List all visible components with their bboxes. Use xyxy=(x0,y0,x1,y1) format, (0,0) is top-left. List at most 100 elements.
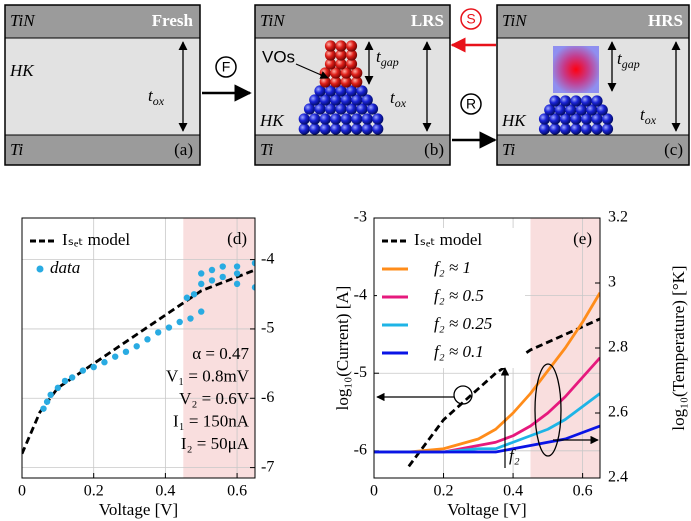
x-tick-label: 0.6 xyxy=(573,483,593,500)
metal-atom xyxy=(560,95,571,106)
subscript: ox xyxy=(153,94,165,108)
y2-tick-label: 2.8 xyxy=(608,339,628,356)
legend-marker xyxy=(37,266,44,273)
legend-label: Iₛₑₜ model xyxy=(414,230,482,249)
layer-label: TiN xyxy=(10,11,36,30)
data-point xyxy=(80,367,86,373)
y-axis-label: log₁₀(Current) [A] xyxy=(333,286,352,411)
data-point xyxy=(198,281,204,287)
layer-label: Ti xyxy=(260,140,274,159)
legend-label: Iₛₑₜ model xyxy=(62,230,130,249)
data-point xyxy=(220,274,226,280)
metal-atom xyxy=(299,113,310,124)
panel-b: TiN LRS VOs tgap tox HK Ti (b) xyxy=(255,5,450,165)
subscript: ox xyxy=(395,96,407,110)
state-label: Fresh xyxy=(152,11,194,30)
metal-atom xyxy=(591,123,602,134)
data-point xyxy=(234,263,240,269)
metal-atom xyxy=(341,113,352,124)
metal-atom xyxy=(299,123,310,134)
y-tick-label: -3 xyxy=(354,209,367,226)
panel-tag: (b) xyxy=(424,140,444,159)
legend-label: f₂ ≈ 0.1 xyxy=(434,342,484,361)
metal-atom xyxy=(362,113,373,124)
annotation: f₂ xyxy=(509,446,520,465)
panel-c: TiN HRS tgap tox HK Ti (c) xyxy=(497,5,689,165)
data-point xyxy=(101,359,107,365)
panel-tag: (e) xyxy=(573,229,592,248)
metal-atom xyxy=(570,123,581,134)
metal-atom xyxy=(320,123,331,134)
transition-label: R xyxy=(466,96,476,112)
y-tick-label: -5 xyxy=(261,320,274,337)
y2-tick-label: 2.4 xyxy=(608,469,628,486)
data-point xyxy=(123,349,129,355)
y-tick-label: -4 xyxy=(261,250,274,267)
data-point xyxy=(209,277,215,283)
x-tick-label: 0.4 xyxy=(503,483,523,500)
ti-layer xyxy=(5,135,200,165)
metal-atom xyxy=(341,123,352,134)
data-point xyxy=(198,308,204,314)
y2-tick-label: 3 xyxy=(608,274,616,291)
y-tick-label: -4 xyxy=(354,286,367,303)
subscript: gap xyxy=(622,57,640,71)
charts: 00.20.40.6-7-6-5-4Iₛₑₜ modeldata(d)Volta… xyxy=(18,209,688,519)
panel-tag: (a) xyxy=(174,140,193,159)
layer-label: HK xyxy=(9,61,35,80)
y-tick-label: -6 xyxy=(261,389,274,406)
subscript: gap xyxy=(381,55,399,69)
annotation: α = 0.47 xyxy=(192,344,249,363)
data-point xyxy=(55,385,61,391)
x-tick-label: 0 xyxy=(18,483,26,500)
panel-tag: (d) xyxy=(227,229,247,248)
chart: 00.20.40.6-7-6-5-4Iₛₑₜ modeldata(d)Volta… xyxy=(18,218,274,519)
legend-label: f₂ ≈ 1 xyxy=(434,258,471,277)
metal-atom xyxy=(320,113,331,124)
state-label: HRS xyxy=(648,11,683,30)
oxygen-vacancy xyxy=(325,40,336,51)
data-point xyxy=(134,343,140,349)
panel-tag: (c) xyxy=(664,140,683,159)
x-axis-label: Voltage [V] xyxy=(99,500,178,519)
metal-atom xyxy=(372,123,383,134)
data-point xyxy=(62,378,68,384)
y2-axis-label: log₁₀(Temperature) [°K] xyxy=(669,265,688,430)
metal-atom xyxy=(602,123,613,134)
chart: 00.20.40.6-6-5-4-32.42.62.833.2Iₛₑₜ mode… xyxy=(333,209,688,519)
x-tick-label: 0 xyxy=(370,483,378,500)
metal-atom xyxy=(560,123,571,134)
metal-atom xyxy=(549,123,560,134)
state-label: LRS xyxy=(411,11,444,30)
layer-label: Ti xyxy=(502,140,516,159)
transition-label: F xyxy=(222,59,231,75)
data-point xyxy=(144,336,150,342)
data-point xyxy=(69,374,75,380)
data-point xyxy=(155,329,161,335)
annotation: I₂ = 50μA xyxy=(181,434,250,453)
data-point xyxy=(220,263,226,269)
data-point xyxy=(90,364,96,370)
x-tick-label: 0.4 xyxy=(155,483,175,500)
x-axis-label: Voltage [V] xyxy=(447,500,526,519)
metal-atom xyxy=(351,123,362,134)
data-point xyxy=(44,399,50,405)
data-point xyxy=(209,267,215,273)
transition-label: S xyxy=(466,11,475,27)
hk-layer xyxy=(5,38,200,135)
data-point xyxy=(166,324,172,330)
oxygen-vacancy xyxy=(335,40,346,51)
figure: TiN Fresh HK tox Ti (a) F TiN LRS VOs tg… xyxy=(0,0,691,521)
legend-label: data xyxy=(50,258,80,277)
metal-atom xyxy=(330,123,341,134)
metal-atom xyxy=(372,113,383,124)
data-point xyxy=(112,353,118,359)
y2-tick-label: 3.2 xyxy=(608,209,628,226)
metal-atom xyxy=(362,123,373,134)
oxygen-vacancy xyxy=(346,40,357,51)
layer-label: HK xyxy=(501,111,527,130)
panel-a: TiN Fresh HK tox Ti (a) xyxy=(5,5,200,165)
y-tick-label: -7 xyxy=(261,458,274,475)
data-point xyxy=(184,295,190,301)
y2-tick-label: 2.6 xyxy=(608,404,628,421)
